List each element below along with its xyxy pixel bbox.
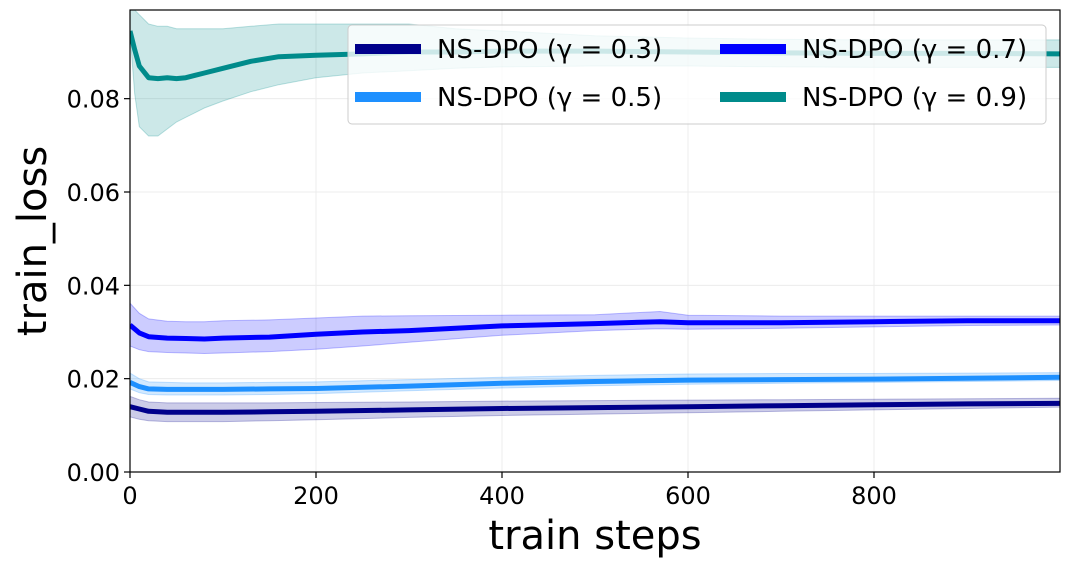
y-tick-label: 0.00: [67, 459, 120, 487]
x-axis-label: train steps: [488, 513, 701, 559]
legend-label-2: NS-DPO (γ = 0.5): [437, 83, 662, 113]
x-tick-label: 800: [851, 482, 897, 510]
series-line-1: [130, 400, 1060, 415]
legend: NS-DPO (γ = 0.3) NS-DPO (γ = 0.7) NS-DPO (…: [347, 24, 1047, 125]
y-tick-label: 0.06: [67, 179, 120, 207]
series-band-3: [130, 302, 1060, 355]
legend-label-3: NS-DPO (γ = 0.7): [802, 35, 1027, 65]
x-tick-label: 400: [479, 482, 525, 510]
legend-box: [347, 24, 1047, 125]
x-axis-ticks: 0 200 400 600 800: [122, 472, 897, 510]
x-tick-label: 0: [122, 482, 137, 510]
x-tick-label: 200: [293, 482, 339, 510]
y-tick-label: 0.08: [67, 86, 120, 114]
y-axis-label: train_loss: [10, 146, 56, 336]
y-axis-ticks: 0.00 0.02 0.04 0.06 0.08: [67, 86, 130, 487]
y-tick-label: 0.02: [67, 366, 120, 394]
plot-frame: [129, 9, 1061, 473]
x-tick-label: 600: [665, 482, 711, 510]
legend-label-4: NS-DPO (γ = 0.9): [802, 83, 1027, 113]
series-line-3: [130, 318, 1060, 342]
series-line-2: [130, 374, 1060, 392]
y-tick-label: 0.04: [67, 272, 120, 300]
legend-label-1: NS-DPO (γ = 0.3): [437, 35, 662, 65]
